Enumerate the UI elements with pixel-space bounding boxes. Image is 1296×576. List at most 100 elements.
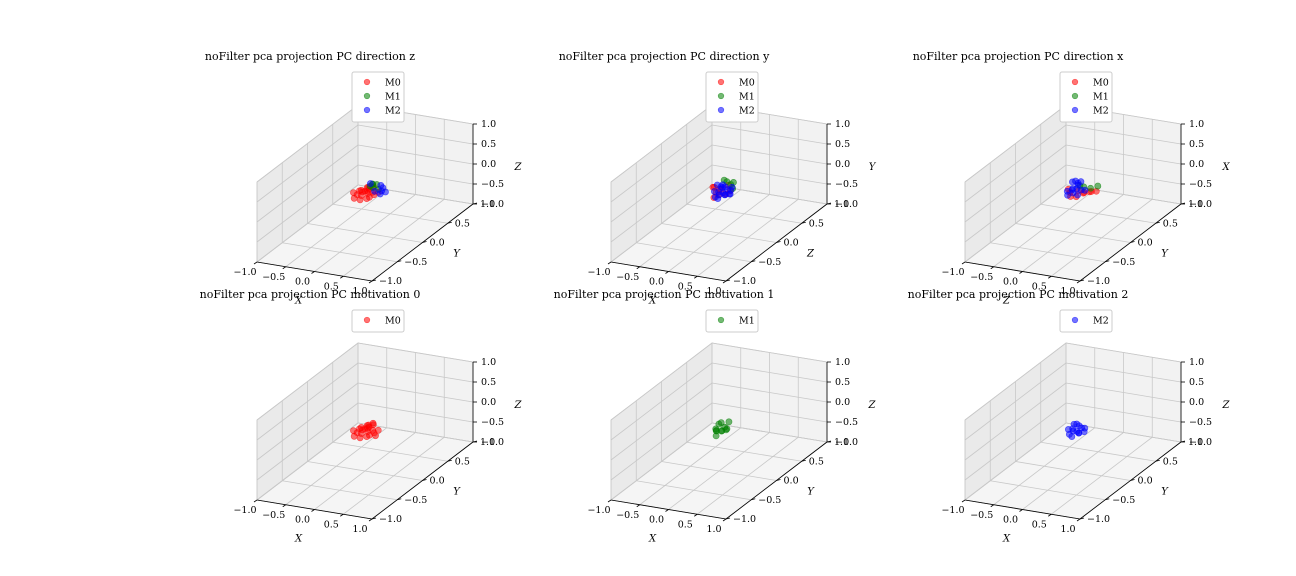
grid-line bbox=[256, 144, 359, 223]
x-tick-label: 0.0 bbox=[649, 515, 664, 526]
x-tick-label: 0.5 bbox=[1032, 281, 1047, 292]
z-tick-label: 0.5 bbox=[1189, 139, 1204, 150]
x-tick-mark bbox=[694, 513, 698, 517]
legend-box bbox=[705, 309, 759, 333]
y-tick-label: 0.5 bbox=[455, 456, 470, 467]
y-tick-label: 1.0 bbox=[480, 199, 495, 210]
grid-line bbox=[332, 441, 448, 462]
legend: M2 bbox=[1059, 309, 1113, 333]
y-tick-mark bbox=[472, 440, 478, 443]
x-tick-mark bbox=[1076, 280, 1081, 284]
x-tick-mark bbox=[282, 504, 286, 508]
grid-line bbox=[610, 382, 713, 461]
x-tick-label: −1.0 bbox=[233, 267, 256, 278]
y-tick-mark bbox=[1079, 279, 1085, 282]
data-point-M2 bbox=[1069, 178, 1076, 186]
y-tick-mark bbox=[826, 440, 832, 443]
y-tick-mark bbox=[371, 517, 377, 520]
grid-line bbox=[661, 223, 777, 243]
x-axis-label: X bbox=[1002, 534, 1011, 545]
legend-label: M2 bbox=[1093, 316, 1109, 327]
grid-line bbox=[964, 382, 1067, 461]
chart-title: noFilter pca projection PC direction z bbox=[204, 50, 416, 63]
data-point-M0 bbox=[356, 196, 364, 204]
grid-line bbox=[332, 203, 448, 224]
data-point-M0 bbox=[365, 193, 373, 201]
x-tick-mark bbox=[722, 518, 727, 522]
x-axis-label: X bbox=[648, 534, 657, 545]
legend-label: M0 bbox=[385, 316, 401, 327]
y-tick-mark bbox=[422, 479, 427, 481]
grid-line bbox=[711, 382, 828, 403]
grid-line bbox=[357, 144, 474, 165]
x-tick-mark bbox=[961, 261, 966, 265]
grid-line bbox=[1065, 362, 1182, 383]
y-tick-label: −1.0 bbox=[379, 276, 402, 287]
data-point-M2 bbox=[714, 195, 722, 202]
grid-line bbox=[1040, 441, 1156, 462]
legend-label: M1 bbox=[739, 92, 755, 103]
z-tick-label: −0.5 bbox=[835, 417, 858, 428]
data-point-M2 bbox=[1081, 424, 1089, 432]
legend-box bbox=[1059, 309, 1113, 333]
x-tick-label: 0.0 bbox=[649, 277, 664, 288]
grid-line bbox=[697, 198, 799, 277]
y-tick-label: 0.0 bbox=[1138, 238, 1153, 249]
y-tick-mark bbox=[1130, 241, 1135, 243]
grid-line bbox=[610, 362, 713, 441]
y-axis-label: Z bbox=[806, 249, 815, 260]
x-tick-mark bbox=[1019, 271, 1023, 274]
chart-title: noFilter pca projection PC motivation 2 bbox=[907, 288, 1129, 301]
z-tick-label: 1.0 bbox=[481, 357, 496, 368]
z-tick-label: −0.5 bbox=[1189, 417, 1212, 428]
legend: M1 bbox=[705, 309, 759, 333]
x-tick-mark bbox=[311, 509, 315, 512]
data-point-M0 bbox=[350, 194, 358, 202]
data-point-M0 bbox=[350, 427, 357, 435]
z-tick-label: −1.0 bbox=[835, 199, 858, 210]
chart-panel-5: noFilter pca projection PC motivation 2 −… bbox=[838, 288, 1231, 545]
y-tick-mark bbox=[1130, 479, 1135, 481]
x-tick-mark bbox=[253, 261, 258, 265]
data-point-M0 bbox=[365, 431, 373, 439]
chart-title: noFilter pca projection PC direction y bbox=[558, 50, 770, 63]
x-tick-mark bbox=[1048, 513, 1052, 517]
y-tick-mark bbox=[397, 260, 402, 263]
z-axis-label: Z bbox=[868, 400, 877, 411]
z-tick-label: −0.5 bbox=[835, 179, 858, 190]
legend-label: M2 bbox=[1093, 106, 1109, 117]
z-tick-label: −0.5 bbox=[1189, 179, 1212, 190]
data-point-M0 bbox=[357, 186, 365, 194]
data-point-M0 bbox=[374, 426, 382, 434]
y-tick-mark bbox=[1155, 459, 1160, 462]
y-tick-mark bbox=[725, 279, 731, 282]
legend-label: M2 bbox=[385, 106, 401, 117]
y-tick-mark bbox=[371, 279, 377, 282]
z-tick-label: 0.0 bbox=[481, 397, 496, 408]
z-tick-label: −1.0 bbox=[1189, 437, 1212, 448]
y-tick-label: 0.0 bbox=[784, 238, 799, 249]
x-tick-label: 1.0 bbox=[352, 524, 367, 535]
chart-panel-3: noFilter pca projection PC motivation 0 −… bbox=[130, 288, 523, 545]
y-tick-mark bbox=[422, 241, 427, 243]
grid-line bbox=[610, 104, 713, 183]
data-point-M2 bbox=[1068, 433, 1076, 440]
plot-3d: −1.0−1.0−1.0−0.5−0.5−0.50.00.00.00.50.50… bbox=[587, 71, 877, 307]
grid-line bbox=[711, 144, 828, 165]
y-axis-label: Y bbox=[807, 487, 815, 498]
grid-line bbox=[256, 362, 359, 441]
z-tick-label: 0.5 bbox=[481, 139, 496, 150]
grid-line bbox=[357, 422, 474, 443]
x-tick-label: 0.5 bbox=[1032, 519, 1047, 530]
legend-marker-M0 bbox=[363, 316, 371, 324]
x-tick-label: 0.5 bbox=[324, 281, 339, 292]
data-point-M0 bbox=[369, 419, 377, 427]
legend-marker-M1 bbox=[717, 316, 725, 324]
grid-line bbox=[964, 342, 1067, 421]
scatter-points bbox=[709, 176, 737, 202]
data-point-M0 bbox=[372, 432, 379, 440]
grid-line bbox=[357, 362, 474, 383]
x-axis-label: X bbox=[294, 534, 303, 545]
z-tick-label: 0.5 bbox=[835, 377, 850, 388]
